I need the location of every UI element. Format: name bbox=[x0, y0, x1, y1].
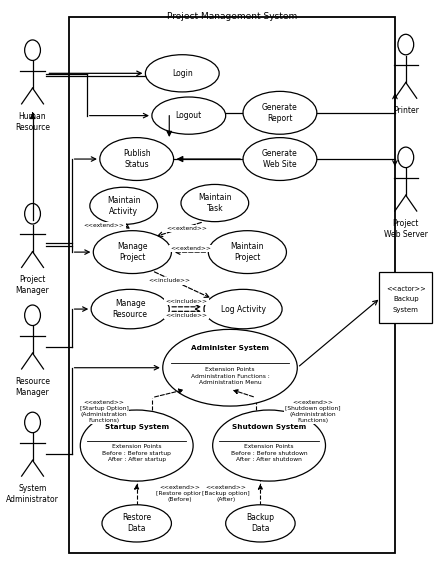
Ellipse shape bbox=[152, 97, 226, 134]
Ellipse shape bbox=[204, 289, 282, 329]
Text: <<include>>: <<include>> bbox=[166, 314, 207, 318]
Ellipse shape bbox=[100, 138, 174, 180]
Text: Shutdown System: Shutdown System bbox=[232, 424, 306, 430]
Text: Maintain
Task: Maintain Task bbox=[198, 193, 232, 213]
Text: <<extend>>: <<extend>> bbox=[171, 246, 211, 250]
Text: Administer System: Administer System bbox=[191, 345, 269, 351]
Text: Backup
Data: Backup Data bbox=[247, 513, 274, 534]
Text: Printer: Printer bbox=[393, 106, 419, 115]
Text: Restore
Data: Restore Data bbox=[122, 513, 151, 534]
Text: Login: Login bbox=[172, 69, 193, 78]
Text: Logout: Logout bbox=[176, 111, 202, 120]
Text: Manage
Project: Manage Project bbox=[117, 242, 148, 262]
Text: <<extend>>: <<extend>> bbox=[84, 223, 125, 228]
Text: <<include>>: <<include>> bbox=[148, 279, 190, 283]
Ellipse shape bbox=[102, 505, 171, 542]
Ellipse shape bbox=[243, 138, 317, 180]
Text: Human
Resource: Human Resource bbox=[15, 112, 50, 132]
FancyBboxPatch shape bbox=[379, 272, 432, 323]
Text: <<extend>>
[Startup Option]
(Administration
Functions): <<extend>> [Startup Option] (Administrat… bbox=[80, 400, 128, 423]
Text: Backup: Backup bbox=[393, 296, 419, 302]
Text: Extension Points
Before : Before startup
After : After startup: Extension Points Before : Before startup… bbox=[102, 444, 171, 462]
Text: Manage
Resource: Manage Resource bbox=[113, 299, 148, 319]
Ellipse shape bbox=[80, 410, 193, 481]
Text: <<include>>: <<include>> bbox=[166, 299, 207, 304]
Text: Project
Web Server: Project Web Server bbox=[384, 219, 428, 239]
Ellipse shape bbox=[243, 91, 317, 134]
Ellipse shape bbox=[213, 410, 326, 481]
Ellipse shape bbox=[90, 187, 158, 224]
Text: Log Activity: Log Activity bbox=[220, 305, 266, 314]
Text: System: System bbox=[393, 307, 419, 313]
Text: <<actor>>: <<actor>> bbox=[386, 286, 426, 292]
Text: Maintain
Activity: Maintain Activity bbox=[107, 196, 141, 216]
Text: Maintain
Project: Maintain Project bbox=[230, 242, 264, 262]
Text: Generate
Web Site: Generate Web Site bbox=[262, 149, 298, 169]
Text: Startup System: Startup System bbox=[105, 424, 169, 430]
Ellipse shape bbox=[91, 289, 169, 329]
Text: Generate
Report: Generate Report bbox=[262, 103, 298, 123]
Ellipse shape bbox=[145, 55, 219, 92]
Ellipse shape bbox=[226, 505, 295, 542]
Text: <<extend>>
[Restore option]
(Before): <<extend>> [Restore option] (Before) bbox=[156, 485, 204, 502]
Text: Project
Manager: Project Manager bbox=[16, 275, 49, 296]
Ellipse shape bbox=[163, 329, 297, 406]
Text: Extension Points
Administration Functions :
Administration Menu: Extension Points Administration Function… bbox=[191, 367, 270, 385]
Ellipse shape bbox=[93, 231, 171, 274]
Bar bbox=[69, 17, 395, 553]
Text: <<extend>>: <<extend>> bbox=[166, 226, 207, 231]
Text: Project Management System: Project Management System bbox=[167, 12, 297, 21]
Text: Extension Points
Before : Before shutdown
After : After shutdown: Extension Points Before : Before shutdow… bbox=[231, 444, 307, 462]
Text: <<extend>>
[Backup option]
(After): <<extend>> [Backup option] (After) bbox=[202, 485, 250, 502]
Text: <<extend>>
[Shutdown option]
(Administration
Functions): <<extend>> [Shutdown option] (Administra… bbox=[285, 400, 340, 423]
Text: Resource
Manager: Resource Manager bbox=[15, 377, 50, 397]
Ellipse shape bbox=[208, 231, 286, 274]
Text: System
Administrator: System Administrator bbox=[6, 484, 59, 504]
Text: Publish
Status: Publish Status bbox=[123, 149, 151, 169]
Ellipse shape bbox=[181, 184, 249, 222]
